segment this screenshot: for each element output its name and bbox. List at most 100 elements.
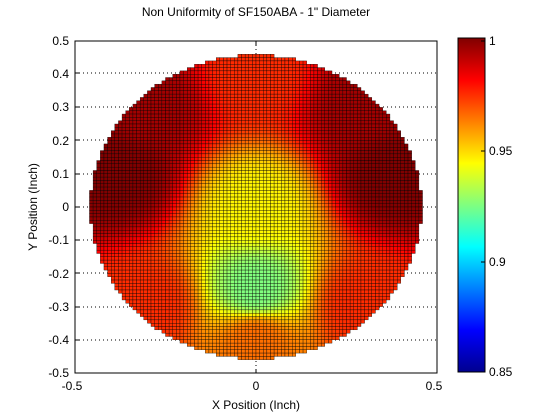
- heatmap-cell: [147, 140, 152, 145]
- heatmap-cell: [223, 233, 228, 238]
- heatmap-cell: [165, 279, 170, 284]
- heatmap-cell: [132, 269, 137, 274]
- heatmap-cell: [263, 200, 268, 204]
- heatmap-cell: [158, 203, 163, 208]
- heatmap-cell: [129, 153, 134, 158]
- heatmap-cell: [208, 233, 213, 238]
- heatmap-cell: [219, 127, 224, 131]
- heatmap-cell: [212, 276, 217, 281]
- heatmap-cell: [259, 220, 264, 224]
- heatmap-cell: [201, 123, 206, 128]
- heatmap-cell: [241, 80, 246, 85]
- heatmap-cell: [179, 163, 184, 168]
- heatmap-cell: [190, 263, 195, 267]
- heatmap-cell: [252, 336, 257, 340]
- heatmap-cell: [292, 103, 296, 108]
- heatmap-cell: [234, 200, 239, 204]
- heatmap-cell: [252, 319, 257, 324]
- heatmap-cell: [139, 170, 144, 174]
- heatmap-cell: [201, 273, 206, 277]
- heatmap-cell: [230, 240, 235, 244]
- heatmap-cell: [295, 329, 300, 334]
- heatmap-cell: [183, 249, 188, 254]
- heatmap-cell: [292, 143, 296, 148]
- heatmap-cell: [244, 253, 249, 257]
- heatmap-cell: [125, 243, 130, 248]
- heatmap-cell: [270, 137, 275, 141]
- heatmap-cell: [320, 93, 325, 98]
- heatmap-cell: [212, 240, 217, 244]
- heatmap-cell: [273, 206, 278, 211]
- heatmap-cell: [132, 170, 137, 174]
- heatmap-cell: [168, 220, 173, 224]
- heatmap-cell: [248, 216, 253, 221]
- heatmap-cell: [168, 110, 173, 115]
- heatmap-cell: [248, 226, 253, 231]
- heatmap-cell: [266, 230, 271, 234]
- heatmap-cell: [263, 266, 268, 271]
- heatmap-cell: [223, 236, 228, 241]
- heatmap-cell: [226, 183, 231, 188]
- heatmap-cell: [284, 97, 289, 101]
- heatmap-cell: [320, 342, 325, 347]
- heatmap-cell: [216, 326, 220, 331]
- heatmap-cell: [270, 273, 275, 277]
- heatmap-cell: [310, 113, 315, 118]
- heatmap-cell: [244, 213, 249, 218]
- heatmap-cell: [100, 259, 105, 264]
- heatmap-cell: [179, 233, 184, 238]
- heatmap-cell: [292, 110, 296, 115]
- heatmap-cell: [129, 107, 134, 111]
- heatmap-cell: [226, 143, 231, 148]
- heatmap-cell: [161, 289, 166, 294]
- heatmap-cell: [197, 263, 202, 267]
- heatmap-cell: [197, 220, 202, 224]
- heatmap-cell: [252, 143, 257, 148]
- heatmap-cell: [219, 276, 224, 281]
- heatmap-cell: [147, 226, 152, 231]
- heatmap-cell: [310, 293, 315, 297]
- heatmap-cell: [244, 54, 249, 58]
- heatmap-cell: [154, 206, 159, 211]
- heatmap-cell: [255, 133, 260, 138]
- heatmap-cell: [187, 336, 192, 340]
- heatmap-cell: [234, 210, 239, 214]
- heatmap-cell: [197, 100, 202, 105]
- heatmap-cell: [306, 120, 311, 125]
- heatmap-cell: [208, 150, 213, 155]
- heatmap-cell: [237, 70, 242, 75]
- heatmap-cell: [154, 193, 159, 198]
- heatmap-cell: [132, 210, 137, 214]
- heatmap-cell: [183, 206, 188, 211]
- heatmap-cell: [190, 183, 195, 188]
- heatmap-cell: [241, 306, 246, 311]
- heatmap-cell: [241, 150, 246, 155]
- heatmap-cell: [299, 220, 304, 224]
- heatmap-cell: [100, 153, 105, 158]
- heatmap-cell: [176, 157, 181, 161]
- heatmap-cell: [248, 269, 253, 274]
- heatmap-cell: [306, 243, 311, 248]
- heatmap-cell: [317, 286, 322, 291]
- heatmap-cell: [197, 233, 202, 238]
- heatmap-cell: [223, 80, 228, 85]
- heatmap-cell: [190, 339, 195, 344]
- heatmap-cell: [216, 147, 220, 151]
- heatmap-cell: [226, 279, 231, 284]
- heatmap-cell: [183, 332, 188, 337]
- heatmap-cell: [183, 140, 188, 145]
- heatmap-cell: [230, 176, 235, 181]
- heatmap-cell: [259, 163, 264, 168]
- heatmap-cell: [168, 143, 173, 148]
- heatmap-cell: [179, 160, 184, 165]
- heatmap-cell: [252, 77, 257, 82]
- heatmap-cell: [230, 296, 235, 301]
- heatmap-cell: [320, 289, 325, 294]
- heatmap-cell: [237, 160, 242, 165]
- heatmap-cell: [277, 190, 282, 194]
- heatmap-cell: [172, 210, 177, 214]
- heatmap-cell: [154, 203, 159, 208]
- heatmap-cell: [219, 349, 224, 354]
- heatmap-cell: [125, 246, 130, 251]
- heatmap-cell: [216, 286, 220, 291]
